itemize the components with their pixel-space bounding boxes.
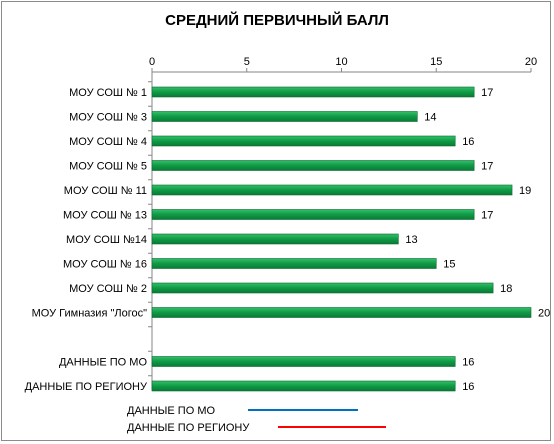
bar (151, 282, 494, 294)
category-label: МОУ СОШ № 2 (69, 283, 147, 295)
data-label: 15 (443, 259, 455, 271)
data-label: 20 (538, 308, 550, 320)
data-label: 16 (462, 136, 474, 148)
x-tick-label: 10 (335, 56, 347, 68)
chart-title: СРЕДНИЙ ПЕРВИЧНЫЙ БАЛЛ (165, 12, 389, 29)
legend-label: ДАННЫЕ ПО МО (127, 405, 215, 417)
data-label: 13 (405, 234, 417, 246)
data-label: 17 (481, 210, 493, 222)
category-label: МОУ СОШ № 1 (69, 87, 147, 99)
data-label: 17 (481, 161, 493, 173)
bar (151, 258, 437, 269)
bar (151, 380, 456, 392)
legend-label: ДАННЫЕ ПО РЕГИОНУ (127, 422, 250, 434)
category-label: МОУ СОШ №14 (66, 234, 147, 246)
category-label: ДАННЫЕ ПО РЕГИОНУ (25, 381, 148, 393)
data-label: 18 (500, 283, 512, 295)
category-label: МОУ Гимназия "Логос" (32, 308, 147, 320)
category-label: ДАННЫЕ ПО МО (59, 357, 147, 369)
x-tick-label: 0 (149, 56, 155, 68)
bar (151, 86, 475, 98)
x-tick-label: 5 (244, 56, 250, 68)
bar (151, 209, 475, 220)
bar (151, 160, 475, 171)
x-tick-label: 20 (525, 56, 537, 68)
data-label: 16 (462, 357, 474, 369)
data-label: 19 (519, 185, 531, 197)
category-label: МОУ СОШ № 4 (69, 136, 147, 148)
bar (151, 233, 399, 245)
category-label: МОУ СОШ № 16 (63, 259, 147, 271)
data-label: 17 (481, 87, 493, 99)
x-tick-label: 15 (430, 56, 442, 68)
bar (151, 184, 513, 196)
bar (151, 135, 456, 147)
category-label: МОУ СОШ № 11 (64, 185, 147, 197)
data-label: 14 (424, 112, 436, 124)
category-label: МОУ СОШ № 5 (69, 161, 147, 173)
bar (151, 111, 418, 122)
category-label: МОУ СОШ № 3 (69, 112, 147, 124)
data-label: 16 (462, 381, 474, 393)
category-label: МОУ СОШ № 13 (63, 210, 147, 222)
bar (151, 307, 532, 318)
bar (151, 356, 456, 367)
